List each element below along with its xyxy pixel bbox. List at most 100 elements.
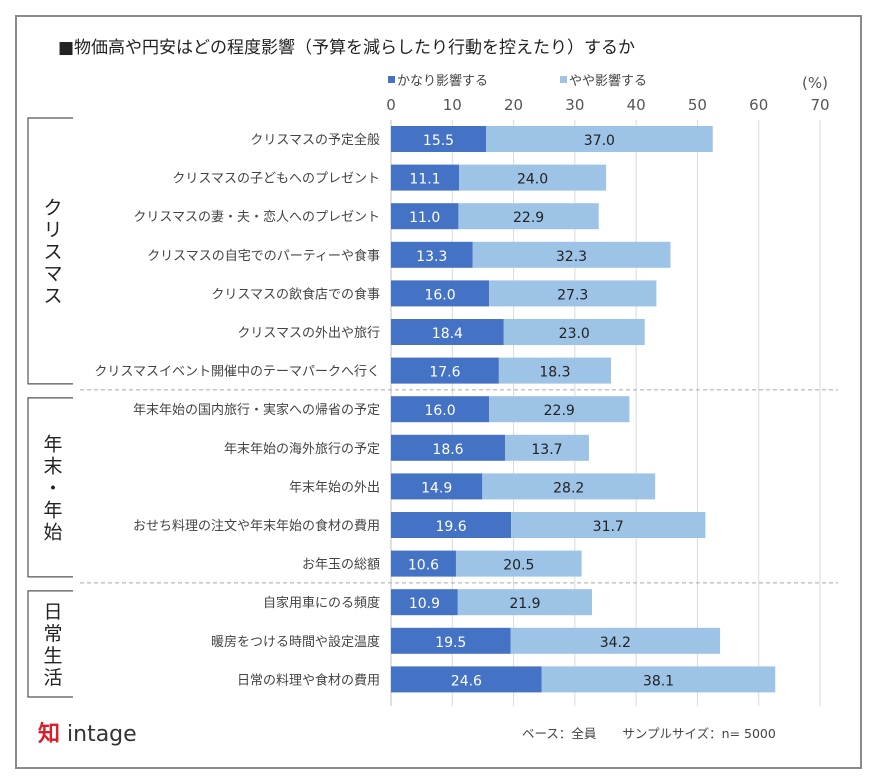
logo-text: intage: [67, 722, 137, 747]
group-bracket: [27, 117, 73, 385]
bar-segment: [391, 627, 511, 654]
x-tick-label: 30: [565, 96, 584, 114]
data-label: 18.6: [432, 442, 463, 458]
data-label: 16.0: [424, 287, 455, 303]
bar-segment: [391, 396, 490, 423]
data-label: 31.7: [593, 519, 624, 535]
bar-segment: [391, 473, 483, 500]
legend-label: やや影響する: [569, 73, 647, 89]
data-label: 24.0: [517, 172, 548, 188]
bar-segment: [391, 241, 473, 268]
data-label: 37.0: [584, 133, 615, 149]
legend-swatch: [388, 76, 395, 83]
category-label: クリスマスの飲食店での食事: [211, 286, 380, 302]
category-label: クリスマスの予定全般: [250, 132, 380, 148]
base-note: ベース：全員: [522, 726, 597, 741]
bar-segment: [458, 203, 599, 230]
data-label: 27.3: [557, 287, 588, 303]
legend-swatch: [560, 76, 567, 83]
bar-segment: [391, 280, 490, 307]
x-tick-label: 70: [810, 96, 829, 114]
group-bracket: [27, 590, 73, 698]
bar-segment: [391, 357, 499, 384]
bar-segment: [457, 589, 593, 616]
data-label: 32.3: [556, 249, 587, 265]
bar-segment: [489, 396, 630, 423]
category-label: 暖房をつける時間や設定温度: [211, 634, 380, 650]
data-label: 18.3: [539, 365, 570, 381]
category-label: クリスマスイベント開催中のテーマパークへ行く: [94, 365, 380, 380]
data-label: 18.4: [432, 326, 463, 342]
bar-segment: [503, 319, 645, 345]
data-label: 15.5: [423, 133, 454, 149]
bar-segment: [511, 512, 706, 538]
data-label: 11.0: [409, 210, 440, 226]
group-label: 年末・年始: [43, 433, 62, 543]
data-label: 11.1: [409, 172, 440, 188]
group-label: 日常生活: [43, 601, 62, 689]
bar-segment: [510, 627, 721, 654]
bar-segment: [391, 550, 456, 577]
category-label: クリスマスの妻・夫・恋人へのプレゼント: [133, 209, 380, 225]
chart-title: ■物価高や円安はどの程度影響（予算を減らしたり行動を控えたり）するか: [58, 38, 636, 58]
bar-segment: [391, 512, 512, 538]
bar-segment: [504, 434, 589, 461]
category-label: 年末年始の外出: [289, 480, 380, 495]
logo-mark: 知: [38, 722, 61, 747]
data-label: 10.6: [408, 558, 439, 574]
group-label: クリスマス: [43, 197, 62, 307]
bar-segment: [391, 319, 504, 345]
data-label: 23.0: [559, 326, 590, 342]
data-label: 10.9: [409, 596, 440, 612]
bar-segment: [498, 357, 612, 384]
x-tick-label: 10: [443, 96, 462, 114]
category-label: クリスマスの子どもへのプレゼント: [172, 172, 380, 187]
category-label: クリスマスの自宅でのパーティーや食事: [147, 248, 380, 264]
category-label: 日常の料理や食材の費用: [237, 672, 380, 688]
bar-segment: [391, 203, 459, 230]
data-label: 19.5: [435, 635, 466, 651]
unit-label: (%): [802, 74, 828, 92]
footer-note: ベース：全員 サンプルサイズ：n= 5000: [522, 723, 802, 742]
data-label: 24.6: [451, 673, 482, 689]
intage-logo: 知 intage: [38, 716, 137, 748]
category-label: 年末年始の海外旅行の予定: [224, 442, 380, 457]
bar-segment: [472, 241, 671, 268]
group-bracket: [27, 397, 73, 578]
data-label: 22.9: [544, 403, 575, 419]
legend-label: かなり影響する: [397, 73, 488, 89]
category-label: お年玉の総額: [302, 558, 380, 573]
x-tick-label: 50: [688, 96, 707, 114]
bar-segment: [455, 550, 582, 577]
bar-segment: [489, 280, 657, 307]
category-label: 自家用車にのる頻度: [263, 595, 380, 611]
bar-segment: [459, 164, 607, 191]
bar-segment: [391, 434, 505, 461]
data-label: 28.2: [553, 480, 584, 496]
x-tick-label: 20: [504, 96, 523, 114]
x-tick-label: 40: [627, 96, 646, 114]
bar-segment: [391, 666, 542, 693]
data-label: 16.0: [424, 403, 455, 419]
data-label: 34.2: [600, 635, 631, 651]
sample-size-note: サンプルサイズ：n= 5000: [622, 726, 776, 741]
bar-segment: [391, 126, 486, 152]
data-label: 13.7: [531, 442, 562, 458]
bar-segment: [541, 666, 776, 693]
bar-segment: [482, 473, 656, 500]
category-label: 年末年始の国内旅行・実家への帰省の予定: [133, 402, 380, 418]
bar-segment: [391, 589, 458, 616]
data-label: 17.6: [429, 365, 460, 381]
bar-segment: [391, 164, 460, 191]
data-label: 22.9: [513, 210, 544, 226]
data-label: 20.5: [503, 558, 534, 574]
data-label: 19.6: [435, 519, 466, 535]
bar-segment: [485, 126, 713, 152]
data-label: 38.1: [643, 673, 674, 689]
x-tick-label: 60: [749, 96, 768, 114]
x-tick-label: 0: [386, 96, 396, 114]
category-label: クリスマスの外出や旅行: [237, 326, 380, 341]
data-label: 14.9: [421, 480, 452, 496]
data-label: 13.3: [416, 249, 447, 265]
